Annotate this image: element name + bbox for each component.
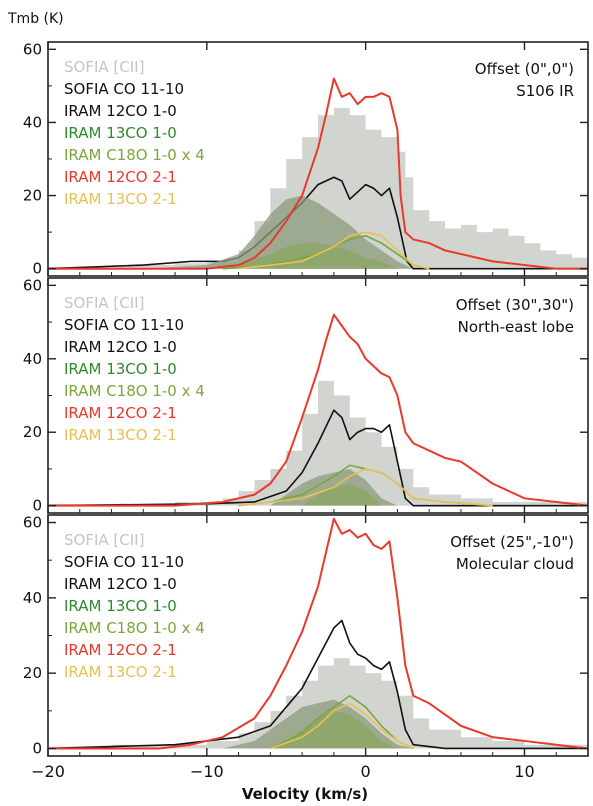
panels-group: 0 20 40 60 SOFIA [CII] SOFIA CO 11-10 IRAM 12C… <box>23 40 589 781</box>
legend-label-sofia-cii-: SOFIA [CII] <box>64 294 144 312</box>
legend-label-sofia-cii-: SOFIA [CII] <box>64 58 144 76</box>
legend-label-iram-13co-2-1: IRAM 13CO 2-1 <box>64 663 177 681</box>
y-tick-label: 20 <box>23 664 42 682</box>
y-tick-label: 60 <box>23 276 42 294</box>
legend-label-iram-12co-2-1: IRAM 12CO 2-1 <box>64 168 177 186</box>
legend-label-iram-c18o-1-0-x-4: IRAM C18O 1-0 x 4 <box>64 146 205 164</box>
series-iram-12co-1-0-area <box>143 195 446 269</box>
series-sofia-co-11-10-line <box>47 409 588 507</box>
legend-label-iram-12co-2-1: IRAM 12CO 2-1 <box>64 641 177 659</box>
series-iram-c18o-1-0-x-4-line <box>222 234 430 270</box>
legend-label-iram-12co-1-0: IRAM 12CO 1-0 <box>64 575 177 593</box>
y-tick-label: 20 <box>23 423 42 441</box>
y-tick-label: 20 <box>23 187 42 205</box>
panel-subtitle: S106 IR <box>516 82 574 100</box>
legend-label-iram-12co-1-0: IRAM 12CO 1-0 <box>64 102 177 120</box>
x-tick-label: 10 <box>514 762 534 781</box>
series-iram-c18o-1-0-x-4-line <box>270 694 414 750</box>
series-iram-12co-2-1-line <box>48 313 589 507</box>
series-iram-12co-2-1-line <box>48 77 588 270</box>
legend-label-iram-13co-1-0: IRAM 13CO 1-0 <box>64 597 177 615</box>
panel-title: Offset (30",30") <box>456 296 574 314</box>
x-axis-title: Velocity (km/s) <box>242 785 368 803</box>
y-tick-label: 0 <box>32 497 42 515</box>
x-tick-label: 0 <box>361 762 371 781</box>
panel-3: 0 20 40 60 −20 −10 0 10 SOFIA [CII] SOFIA CO 11-1… <box>23 514 589 781</box>
legend-label-iram-c18o-1-0-x-4: IRAM C18O 1-0 x 4 <box>64 382 205 400</box>
legend-label-iram-13co-1-0: IRAM 13CO 1-0 <box>64 360 177 378</box>
series-iram-13co-2-1-line <box>238 468 493 507</box>
legend-label-sofia-co-11-10: SOFIA CO 11-10 <box>64 80 184 98</box>
y-axis-title: Tmb (K) <box>7 11 64 27</box>
series-iram-13co-1-0-area <box>302 483 382 506</box>
panel-2: 0 20 40 60 SOFIA [CII] SOFIA CO 11-10 IRAM 12C… <box>23 276 589 515</box>
legend-label-iram-c18o-1-0-x-4: IRAM C18O 1-0 x 4 <box>64 619 205 637</box>
legend-label-iram-13co-2-1: IRAM 13CO 2-1 <box>64 426 177 444</box>
legend-label-iram-13co-1-0: IRAM 13CO 1-0 <box>64 124 177 142</box>
y-tick-label: 0 <box>32 739 42 757</box>
series-sofia-cii-hist <box>48 107 588 269</box>
x-tick-label: −10 <box>190 762 224 781</box>
legend-label-iram-12co-2-1: IRAM 12CO 2-1 <box>64 404 177 422</box>
y-tick-label: 40 <box>23 113 42 131</box>
y-tick-label: 0 <box>32 260 42 278</box>
series-iram-13co-2-1-line <box>270 702 414 750</box>
legend-label-sofia-co-11-10: SOFIA CO 11-10 <box>64 553 184 571</box>
legend-label-sofia-cii-: SOFIA [CII] <box>64 531 144 549</box>
panel-1: 0 20 40 60 SOFIA [CII] SOFIA CO 11-10 IRAM 12C… <box>23 40 589 278</box>
x-tick-label: −20 <box>31 762 65 781</box>
series-iram-13co-2-1-line <box>238 231 430 270</box>
y-tick-label: 60 <box>23 514 42 532</box>
series-iram-13co-1-0-area <box>270 710 398 749</box>
series-sofia-co-11-10-line <box>47 619 588 750</box>
y-tick-label: 60 <box>23 40 42 58</box>
legend-label-iram-12co-1-0: IRAM 12CO 1-0 <box>64 338 177 356</box>
series-iram-12co-2-1-line <box>48 517 589 750</box>
panel-subtitle: Molecular cloud <box>456 555 574 573</box>
panel-title: Offset (0",0") <box>475 60 574 78</box>
panel-title: Offset (25",-10") <box>450 533 574 551</box>
y-tick-label: 40 <box>23 589 42 607</box>
y-tick-label: 40 <box>23 350 42 368</box>
legend-label-iram-13co-2-1: IRAM 13CO 2-1 <box>64 190 177 208</box>
legend-label-sofia-co-11-10: SOFIA CO 11-10 <box>64 316 184 334</box>
panel-subtitle: North-east lobe <box>458 318 574 336</box>
